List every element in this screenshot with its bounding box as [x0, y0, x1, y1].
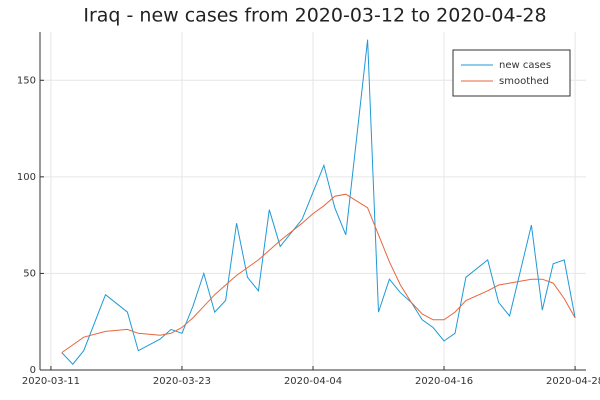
legend-label: smoothed	[499, 76, 549, 87]
x-tick-label: 2020-04-04	[284, 376, 342, 387]
y-tick-label: 150	[17, 75, 36, 86]
x-tick-label: 2020-03-23	[153, 376, 211, 387]
series-line	[61, 39, 576, 365]
legend-label: new cases	[499, 60, 551, 71]
legend-box	[452, 49, 571, 97]
x-tick-label: 2020-03-11	[22, 376, 80, 387]
y-tick-label: 0	[30, 365, 36, 376]
chart-title: Iraq - new cases from 2020-03-12 to 2020…	[83, 5, 546, 27]
x-tick-label: 2020-04-28	[546, 376, 600, 387]
y-tick-label: 50	[23, 268, 36, 279]
series-line	[61, 193, 576, 354]
x-tick-label: 2020-04-16	[415, 376, 473, 387]
y-tick-label: 100	[17, 172, 36, 183]
